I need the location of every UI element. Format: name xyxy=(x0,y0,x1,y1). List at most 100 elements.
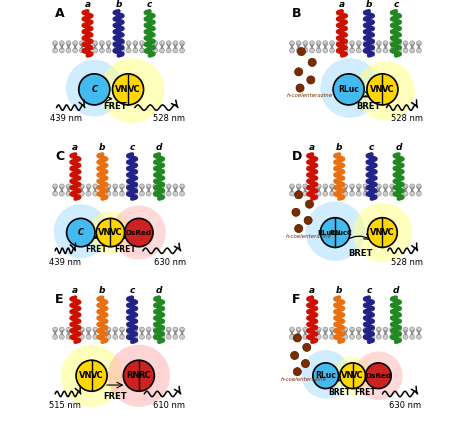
Circle shape xyxy=(86,41,91,46)
Circle shape xyxy=(303,184,308,189)
Circle shape xyxy=(113,48,118,53)
Circle shape xyxy=(146,327,151,332)
Circle shape xyxy=(180,41,184,46)
Text: VC: VC xyxy=(128,85,140,94)
Circle shape xyxy=(293,368,301,376)
Circle shape xyxy=(323,48,328,53)
Circle shape xyxy=(336,41,341,46)
Circle shape xyxy=(403,41,408,46)
Circle shape xyxy=(316,48,321,53)
Circle shape xyxy=(370,327,374,332)
Circle shape xyxy=(100,184,104,189)
Circle shape xyxy=(305,200,313,208)
Circle shape xyxy=(356,191,361,196)
Circle shape xyxy=(113,335,118,339)
Text: RLucC: RLucC xyxy=(329,230,352,236)
Circle shape xyxy=(53,335,57,339)
Circle shape xyxy=(370,335,374,339)
Circle shape xyxy=(290,48,294,53)
Circle shape xyxy=(173,191,178,196)
Circle shape xyxy=(106,48,111,53)
Text: a: a xyxy=(73,286,78,295)
Text: c: c xyxy=(393,0,399,9)
Circle shape xyxy=(166,335,171,339)
Circle shape xyxy=(146,335,151,339)
Circle shape xyxy=(410,335,415,339)
Circle shape xyxy=(139,191,145,196)
Circle shape xyxy=(53,184,57,189)
Circle shape xyxy=(323,327,328,332)
Circle shape xyxy=(417,41,421,46)
Circle shape xyxy=(336,335,341,339)
Circle shape xyxy=(59,327,64,332)
Circle shape xyxy=(146,191,151,196)
Circle shape xyxy=(160,184,164,189)
Text: 528 nm: 528 nm xyxy=(153,114,184,123)
Text: VN: VN xyxy=(370,85,383,94)
Circle shape xyxy=(323,191,328,196)
Circle shape xyxy=(93,41,98,46)
Circle shape xyxy=(403,327,408,332)
Circle shape xyxy=(363,48,368,53)
Circle shape xyxy=(376,191,381,196)
Circle shape xyxy=(390,41,394,46)
Circle shape xyxy=(350,48,355,53)
Circle shape xyxy=(396,184,401,189)
Circle shape xyxy=(396,191,401,196)
Text: VN: VN xyxy=(341,371,355,380)
Circle shape xyxy=(290,327,294,332)
Circle shape xyxy=(113,327,118,332)
Circle shape xyxy=(303,327,308,332)
Circle shape xyxy=(356,327,361,332)
Circle shape xyxy=(383,327,388,332)
Text: RC: RC xyxy=(138,371,151,380)
Circle shape xyxy=(93,335,98,339)
Circle shape xyxy=(305,202,365,261)
Text: 439 nm: 439 nm xyxy=(48,258,81,267)
Circle shape xyxy=(296,48,301,53)
Circle shape xyxy=(356,41,361,46)
Text: C: C xyxy=(91,85,97,94)
Circle shape xyxy=(303,41,308,46)
Circle shape xyxy=(383,335,388,339)
Circle shape xyxy=(160,48,164,53)
Circle shape xyxy=(66,48,71,53)
Circle shape xyxy=(340,363,365,389)
Circle shape xyxy=(100,41,104,46)
Circle shape xyxy=(86,184,91,189)
Text: h-coelenterazine: h-coelenterazine xyxy=(287,93,333,98)
Circle shape xyxy=(410,184,415,189)
Circle shape xyxy=(112,206,166,260)
Circle shape xyxy=(66,191,71,196)
Circle shape xyxy=(376,335,381,339)
Circle shape xyxy=(316,327,321,332)
Text: F: F xyxy=(292,293,301,306)
Circle shape xyxy=(370,184,374,189)
Circle shape xyxy=(292,208,300,216)
Circle shape xyxy=(76,360,107,391)
Circle shape xyxy=(133,191,138,196)
Circle shape xyxy=(79,74,110,105)
Text: h-coelenterazine: h-coelenterazine xyxy=(281,377,327,382)
Circle shape xyxy=(376,327,381,332)
Circle shape xyxy=(295,224,303,233)
Circle shape xyxy=(303,343,311,351)
Circle shape xyxy=(119,184,124,189)
Circle shape xyxy=(356,184,361,189)
Text: h-coelenterazine: h-coelenterazine xyxy=(286,234,332,239)
Circle shape xyxy=(73,335,78,339)
Circle shape xyxy=(383,48,388,53)
Text: 630 nm: 630 nm xyxy=(389,401,421,410)
Circle shape xyxy=(296,327,301,332)
Text: d: d xyxy=(392,286,399,295)
Circle shape xyxy=(350,184,355,189)
Text: A: A xyxy=(55,7,65,20)
Circle shape xyxy=(93,327,98,332)
Text: b: b xyxy=(99,286,106,295)
Circle shape xyxy=(53,48,57,53)
Circle shape xyxy=(301,350,350,399)
Circle shape xyxy=(166,184,171,189)
Circle shape xyxy=(166,191,171,196)
Circle shape xyxy=(343,335,348,339)
Circle shape xyxy=(329,191,335,196)
